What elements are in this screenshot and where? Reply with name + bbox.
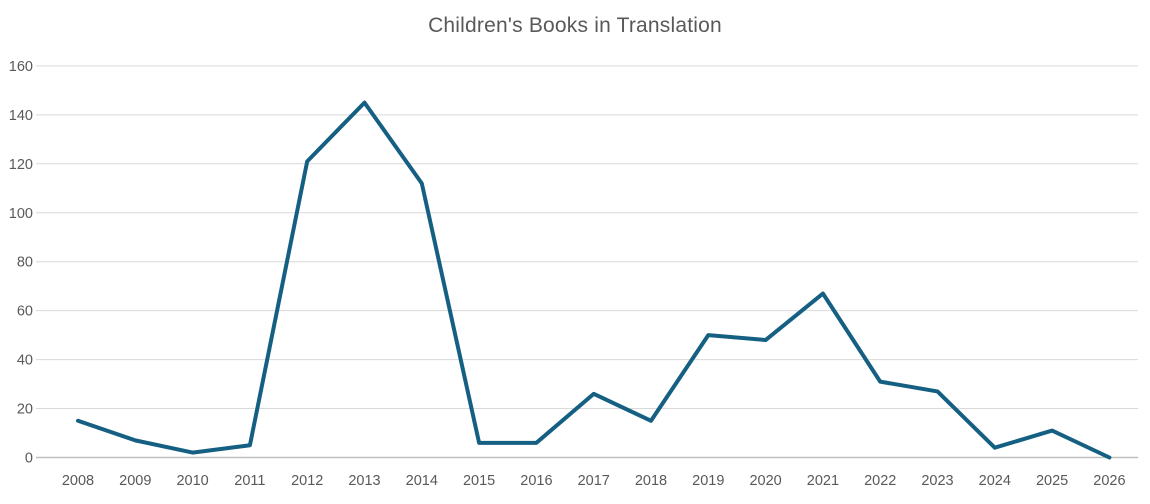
x-tick-label: 2009 xyxy=(119,473,151,489)
x-tick-label: 2015 xyxy=(463,473,495,489)
y-tick-label: 0 xyxy=(25,451,33,467)
x-tick-label: 2024 xyxy=(979,473,1011,489)
chart-title: Children's Books in Translation xyxy=(428,14,722,37)
x-tick-label: 2011 xyxy=(234,473,265,489)
y-tick-label: 80 xyxy=(17,255,33,271)
y-tick-label: 140 xyxy=(9,108,33,124)
x-tick-label: 2022 xyxy=(864,473,896,489)
x-tick-label: 2021 xyxy=(807,473,839,489)
x-tick-label: 2017 xyxy=(578,473,610,489)
series-line xyxy=(76,100,1112,460)
x-tick-label: 2016 xyxy=(520,473,552,489)
y-tick-label: 60 xyxy=(17,304,33,320)
x-tick-label: 2013 xyxy=(348,473,380,489)
x-tick-label: 2018 xyxy=(635,473,667,489)
y-tick-label: 40 xyxy=(17,353,33,369)
y-tick-label: 160 xyxy=(9,59,33,75)
x-tick-label: 2020 xyxy=(749,473,781,489)
x-tick-label: 2019 xyxy=(692,473,724,489)
y-tick-label: 100 xyxy=(9,206,33,222)
x-tick-label: 2023 xyxy=(921,473,953,489)
x-tick-label: 2014 xyxy=(406,473,438,489)
x-tick-label: 2012 xyxy=(291,473,323,489)
y-tick-label: 120 xyxy=(9,157,33,173)
x-tick-label: 2008 xyxy=(62,473,94,489)
x-tick-label: 2010 xyxy=(176,473,208,489)
x-tick-label: 2026 xyxy=(1093,473,1125,489)
x-tick-label: 2025 xyxy=(1036,473,1068,489)
y-tick-label: 20 xyxy=(17,402,33,418)
